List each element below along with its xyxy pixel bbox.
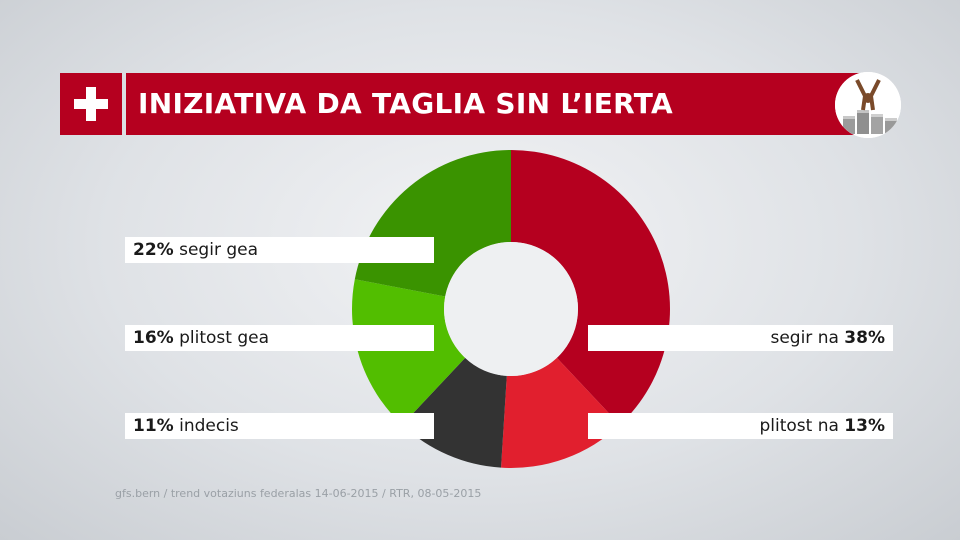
label-indecis-text: indecis <box>179 416 239 436</box>
label-segir-gea-pct: 22% <box>133 240 174 260</box>
slice-indecis <box>402 357 507 468</box>
donut-hole <box>444 242 578 376</box>
label-segir-na-pct: 38% <box>844 328 885 348</box>
slice-segir-na <box>511 150 670 425</box>
slice-plitost-na <box>501 357 620 468</box>
label-plitost-na: plitost na 13% <box>588 413 893 439</box>
label-segir-gea: 22% segir gea <box>125 237 434 263</box>
label-plitost-na-pct: 13% <box>844 416 885 436</box>
label-segir-gea-text: segir gea <box>179 240 258 260</box>
label-segir-na-text: segir na <box>770 328 839 348</box>
label-plitost-na-text: plitost na <box>759 416 839 436</box>
label-indecis: 11% indecis <box>125 413 434 439</box>
label-plitost-gea-pct: 16% <box>133 328 174 348</box>
swiss-flag-icon <box>60 73 122 135</box>
label-plitost-gea: 16% plitost gea <box>125 325 434 351</box>
label-indecis-pct: 11% <box>133 416 174 436</box>
source-credit: gfs.bern / trend votaziuns federalas 14-… <box>115 487 482 500</box>
slice-plitost-gea <box>351 279 466 425</box>
topic-photo-icon <box>835 72 901 138</box>
swiss-cross-horizontal <box>74 99 108 109</box>
topic-photo-illustration <box>835 72 901 138</box>
label-plitost-gea-text: plitost gea <box>179 328 270 348</box>
page-title: INIZIATIVA DA TAGLIA SIN L’IERTA <box>138 87 673 120</box>
label-segir-na: segir na 38% <box>588 325 893 351</box>
title-bar: INIZIATIVA DA TAGLIA SIN L’IERTA <box>126 73 866 135</box>
